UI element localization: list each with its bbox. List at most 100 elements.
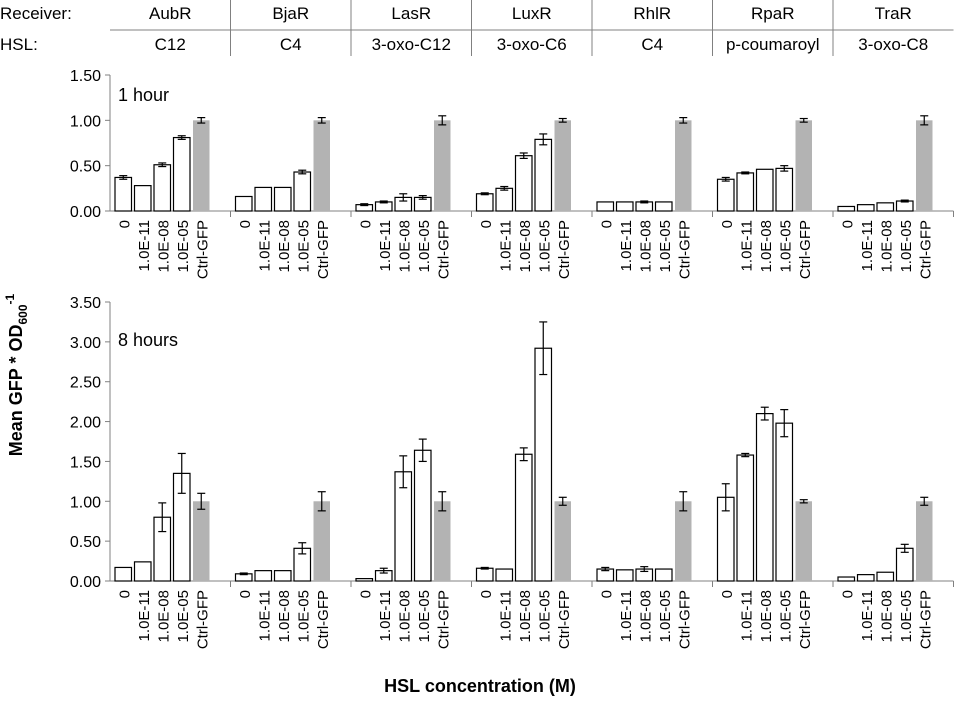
- x-tick-label: 0: [598, 590, 615, 598]
- x-tick-label: Ctrl-GFP: [315, 220, 332, 279]
- y-tick-label: 1.00: [70, 113, 101, 130]
- bar-rhlr-0: [596, 201, 615, 212]
- hsl-3: 3-oxo-C6: [497, 35, 567, 54]
- x-tick-label: 1.0E-08: [758, 590, 775, 643]
- bar-lasr-1.0e-05: [413, 449, 432, 582]
- x-tick-label: 1.0E-05: [536, 590, 553, 643]
- y-tick-label: 1.50: [70, 68, 101, 85]
- x-tick-label: 1.0E-05: [657, 590, 674, 643]
- x-tick-label: 0: [237, 220, 254, 228]
- x-tick-label: 1.0E-08: [878, 590, 895, 643]
- bar-aubr-ctrl-gfp: [193, 501, 210, 581]
- bar-rpar-1.0e-05: [775, 422, 794, 582]
- receiver-aubr: AubR: [149, 4, 192, 23]
- bar-luxr-0: [475, 567, 494, 582]
- x-tick-label: 1.0E-11: [377, 590, 394, 641]
- bar-luxr-1.0e-08: [514, 155, 533, 212]
- x-tick-label: 1.0E-05: [898, 590, 915, 643]
- x-tick-label: 0: [478, 590, 495, 598]
- y-tick-label: 3.00: [70, 335, 101, 352]
- y-tick-label: 3.50: [70, 295, 101, 312]
- bar-luxr-ctrl-gfp: [554, 120, 571, 211]
- hsl-5: p-coumaroyl: [726, 35, 820, 54]
- bar-rpar-1.0e-11: [736, 172, 755, 212]
- bar-luxr-1.0e-11: [495, 568, 514, 582]
- bar-luxr-1.0e-08: [514, 453, 533, 582]
- receiver-row-label: Receiver:: [0, 4, 72, 23]
- bar-rpar-1.0e-08: [755, 168, 774, 212]
- x-tick-label: 1.0E-08: [517, 590, 534, 643]
- bar-bjar-0: [234, 195, 253, 212]
- bar-rpar-1.0e-11: [736, 454, 755, 582]
- bar-aubr-ctrl-gfp: [193, 120, 210, 211]
- x-tick-label: Ctrl-GFP: [556, 590, 573, 649]
- x-tick-label: Ctrl-GFP: [917, 220, 934, 279]
- bar-rpar-ctrl-gfp: [795, 501, 812, 581]
- x-tick-label: 1.0E-08: [878, 220, 895, 273]
- bar-lasr-ctrl-gfp: [434, 501, 451, 581]
- bar-trar-0: [837, 576, 856, 582]
- bar-trar-1.0e-08: [876, 571, 895, 582]
- y-tick-label: 0.00: [70, 574, 101, 591]
- bar-aubr-1.0e-11: [133, 561, 152, 582]
- bar-luxr-1.0e-05: [534, 138, 553, 212]
- header-dividers: [110, 0, 954, 56]
- bar-bjar-1.0e-11: [254, 570, 273, 582]
- x-tick-label: 1.0E-05: [175, 220, 192, 273]
- x-tick-label: 0: [237, 590, 254, 598]
- x-tick-label: 1.0E-11: [618, 220, 635, 271]
- x-tick-label: 1.0E-11: [377, 220, 394, 271]
- bar-bjar-1.0e-08: [273, 186, 292, 212]
- x-tick-label: 1.0E-05: [416, 220, 433, 273]
- x-tick-label: 1.0E-08: [637, 220, 654, 273]
- bar-rhlr-ctrl-gfp: [675, 501, 692, 581]
- hsl-row-label: HSL:: [0, 35, 38, 54]
- x-tick-label: 1.0E-08: [517, 220, 534, 273]
- bar-luxr-ctrl-gfp: [554, 501, 571, 581]
- x-tick-label: Ctrl-GFP: [797, 220, 814, 279]
- x-tick-label: 0: [116, 220, 133, 228]
- x-tick-label: Ctrl-GFP: [315, 590, 332, 649]
- x-tick-label: 1.0E-08: [637, 590, 654, 643]
- x-tick-label: 0: [598, 220, 615, 228]
- x-tick-label: 1.0E-08: [155, 220, 172, 273]
- x-tick-label: 1.0E-05: [175, 590, 192, 643]
- bar-rpar-1.0e-05: [775, 167, 794, 212]
- x-tick-label: 0: [719, 590, 736, 598]
- bar-aubr-1.0e-11: [133, 185, 152, 212]
- bar-trar-1.0e-11: [856, 574, 875, 582]
- bar-bjar-1.0e-05: [293, 171, 312, 212]
- bar-rhlr-ctrl-gfp: [675, 120, 692, 211]
- x-axis-title: HSL concentration (M): [384, 676, 576, 696]
- x-tick-label: Ctrl-GFP: [435, 590, 452, 649]
- y-axis-title-superscript: -1: [3, 293, 17, 304]
- x-tick-label: 0: [839, 220, 856, 228]
- bar-bjar-1.0e-11: [254, 186, 273, 212]
- panel-8-hours: 0.00 0.50 1.00 1.50 2.00 2.50 3.00 3.50 8 hours 0…: [70, 295, 954, 649]
- bar-trar-1.0e-11: [856, 204, 875, 212]
- hsl-0: C12: [155, 35, 186, 54]
- x-tick-label: 1.0E-11: [859, 590, 876, 641]
- x-tick-label: 1.0E-08: [758, 220, 775, 273]
- bar-luxr-0: [475, 193, 494, 212]
- bar-aubr-0: [114, 566, 133, 582]
- y-tick-label: 0.00: [70, 204, 101, 221]
- bar-trar-ctrl-gfp: [916, 501, 933, 581]
- x-tick-label: 0: [357, 590, 374, 598]
- x-tick-label: 1.0E-11: [256, 220, 273, 271]
- bar-rpar-ctrl-gfp: [795, 120, 812, 211]
- hsl-2: 3-oxo-C12: [372, 35, 451, 54]
- hsl-4: C4: [641, 35, 663, 54]
- y-axis-title: Mean GFP * OD600-1: [3, 293, 30, 456]
- x-tick-label: 1.0E-11: [256, 590, 273, 641]
- x-tick-label: Ctrl-GFP: [797, 590, 814, 649]
- bar-rpar-0: [716, 178, 735, 212]
- bar-luxr-1.0e-05: [534, 347, 553, 582]
- bar-trar-1.0e-08: [876, 202, 895, 212]
- bar-trar-0: [837, 205, 856, 212]
- y-tick-label: 0.50: [70, 159, 101, 176]
- x-tick-label: 0: [116, 590, 133, 598]
- x-tick-label: Ctrl-GFP: [435, 220, 452, 279]
- x-tick-label: 1.0E-05: [898, 220, 915, 273]
